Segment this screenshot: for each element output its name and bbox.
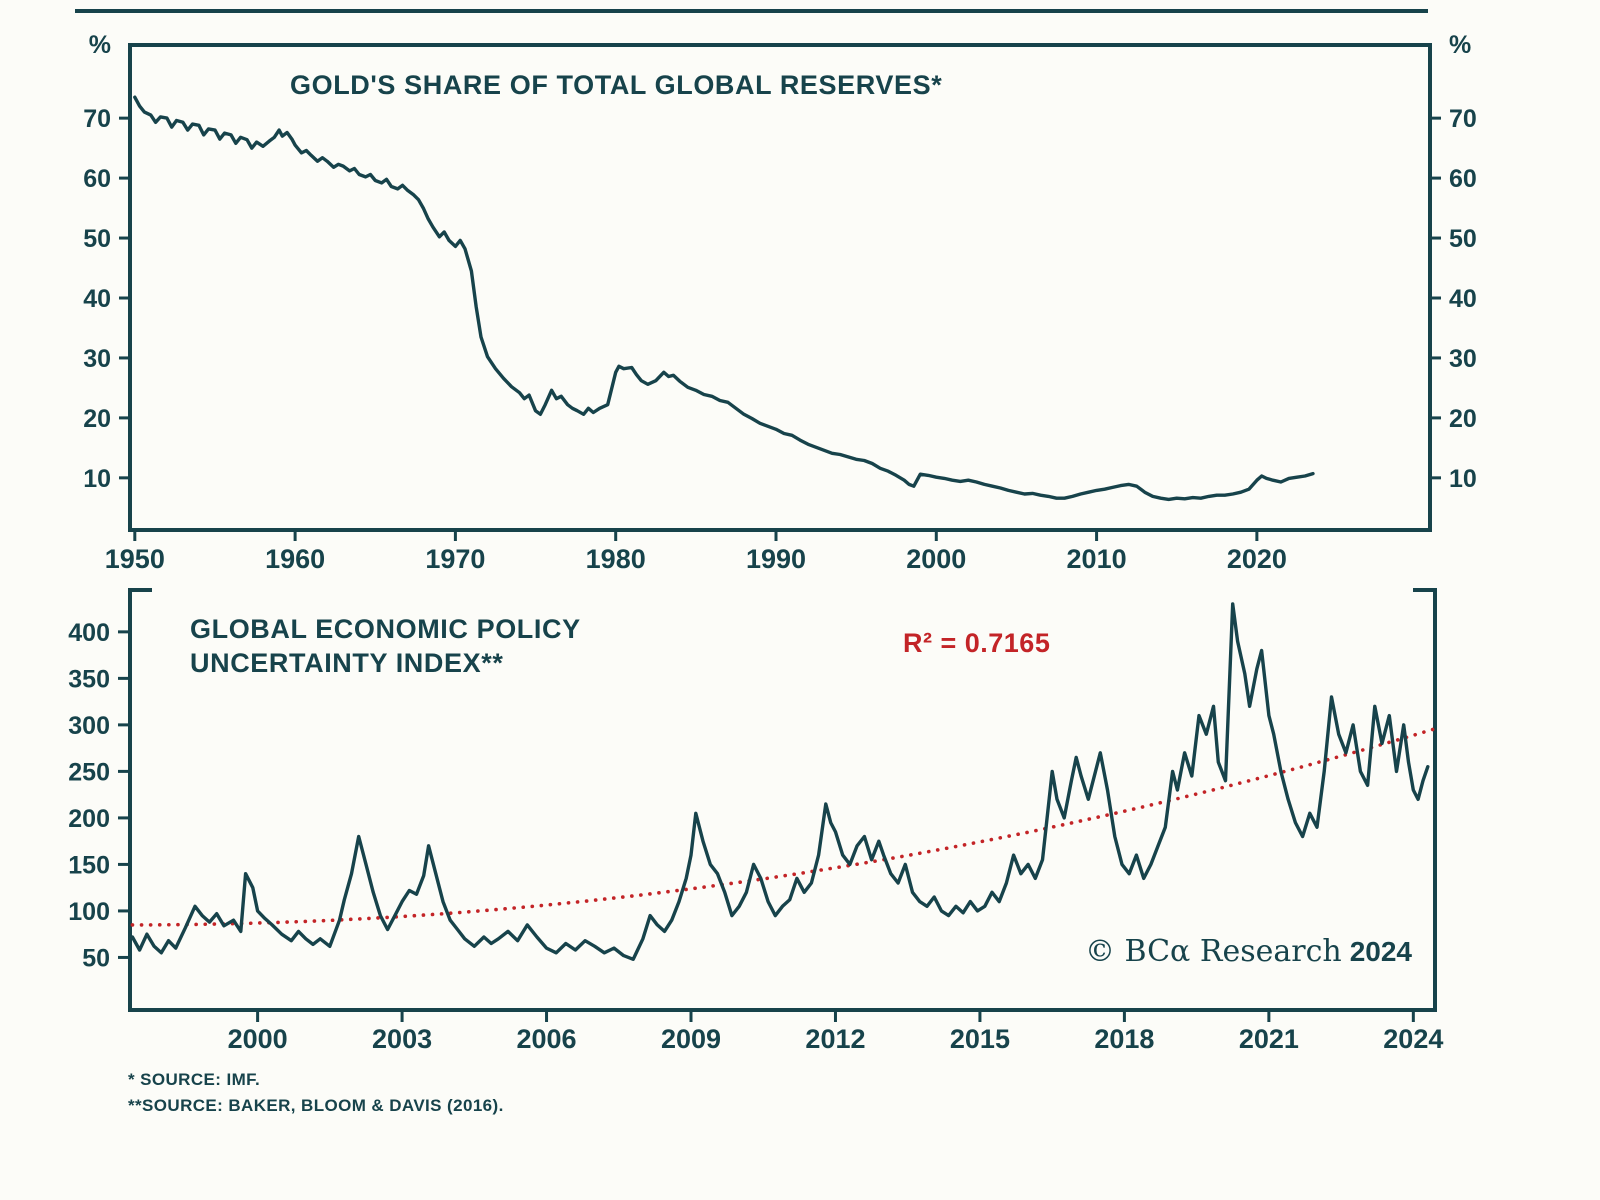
- y-tick-label: 60: [83, 165, 111, 193]
- x-tick-label: 2012: [805, 1024, 865, 1050]
- trend-line: [130, 727, 1435, 927]
- y-tick-label: 350: [68, 665, 110, 693]
- unit-label-left: %: [89, 31, 111, 59]
- gold-share-line: [133, 95, 1315, 502]
- y-tick-label: 30: [1449, 345, 1477, 373]
- y-tick-label: 300: [68, 712, 110, 740]
- x-tick-label: 2006: [517, 1024, 577, 1050]
- x-tick-label: 2009: [661, 1024, 721, 1050]
- y-tick-label: 60: [1449, 165, 1477, 193]
- x-tick-label: 2018: [1094, 1024, 1154, 1050]
- figure-top-rule: [75, 9, 1428, 13]
- plot-frame: [128, 588, 1437, 1012]
- y-tick-label: 50: [1449, 225, 1477, 253]
- y-tick-label: 100: [68, 898, 110, 926]
- y-tick-label: 400: [68, 619, 110, 647]
- x-tick-label: 1990: [746, 544, 806, 574]
- y-tick-label: 20: [1449, 405, 1477, 433]
- epu-chart: 50 100 150 200 250 300 350 400 2000 2003 2006 2009 2…: [0, 575, 1600, 1054]
- y-tick-label: 50: [82, 944, 110, 972]
- bca-credit: © BCα Research 2024: [1085, 934, 1412, 969]
- x-tick-label: 1970: [425, 544, 485, 574]
- y-tick-label: 150: [68, 851, 110, 879]
- footnote-source-baker-bloom-davis: **SOURCE: BAKER, BLOOM & DAVIS (2016).: [128, 1096, 504, 1115]
- x-tick-label: 2000: [228, 1024, 288, 1050]
- x-tick-label: 1980: [586, 544, 646, 574]
- bca-credit-year: 2024: [1349, 936, 1412, 967]
- y-tick-label: 30: [83, 345, 111, 373]
- x-tick-label: 2003: [372, 1024, 432, 1050]
- y-tick-label: 50: [83, 225, 111, 253]
- y-tick-label: 10: [1449, 465, 1477, 493]
- y-tick-label: 200: [68, 805, 110, 833]
- epu-index-line: [130, 602, 1430, 961]
- plot-frame: [128, 43, 1432, 532]
- unit-label-right: %: [1449, 31, 1471, 59]
- bca-credit-text: © BCα Research: [1084, 934, 1342, 969]
- x-tick-label: 2024: [1383, 1024, 1443, 1050]
- x-tick-label: 2010: [1067, 544, 1127, 574]
- gold-chart-title: GOLD'S SHARE OF TOTAL GLOBAL RESERVES*: [290, 70, 943, 100]
- y-tick-label: 250: [68, 758, 110, 786]
- gold-reserves-chart: 10 10 20 20 30 30 40 40 50 50 60 60 70 70 1950 1960 1970…: [0, 0, 1600, 575]
- y-tick-label: 70: [83, 105, 111, 133]
- epu-chart-title-line1: GLOBAL ECONOMIC POLICY: [190, 614, 581, 644]
- epu-chart-title-line2: UNCERTAINTY INDEX**: [190, 648, 504, 678]
- y-tick-label: 20: [83, 405, 111, 433]
- x-tick-label: 2015: [950, 1024, 1010, 1050]
- y-tick-label: 10: [83, 465, 111, 493]
- x-tick-label: 1960: [265, 544, 325, 574]
- x-tick-label: 2000: [906, 544, 966, 574]
- footnote-source-imf: * SOURCE: IMF.: [128, 1070, 261, 1089]
- r-squared-annotation: R² = 0.7165: [903, 628, 1051, 658]
- y-tick-label: 40: [83, 285, 111, 313]
- x-tick-label: 2021: [1239, 1024, 1299, 1050]
- x-tick-label: 2020: [1227, 544, 1287, 574]
- epu-chart-title: GLOBAL ECONOMIC POLICY UNCERTAINTY INDEX…: [190, 612, 581, 680]
- epu-chart-svg: 50 100 150 200 250 300 350 400 2000 2003 2006 2009 2…: [68, 588, 1443, 1054]
- x-tick-label: 1950: [105, 544, 165, 574]
- y-tick-label: 70: [1449, 105, 1477, 133]
- y-tick-label: 40: [1449, 285, 1477, 313]
